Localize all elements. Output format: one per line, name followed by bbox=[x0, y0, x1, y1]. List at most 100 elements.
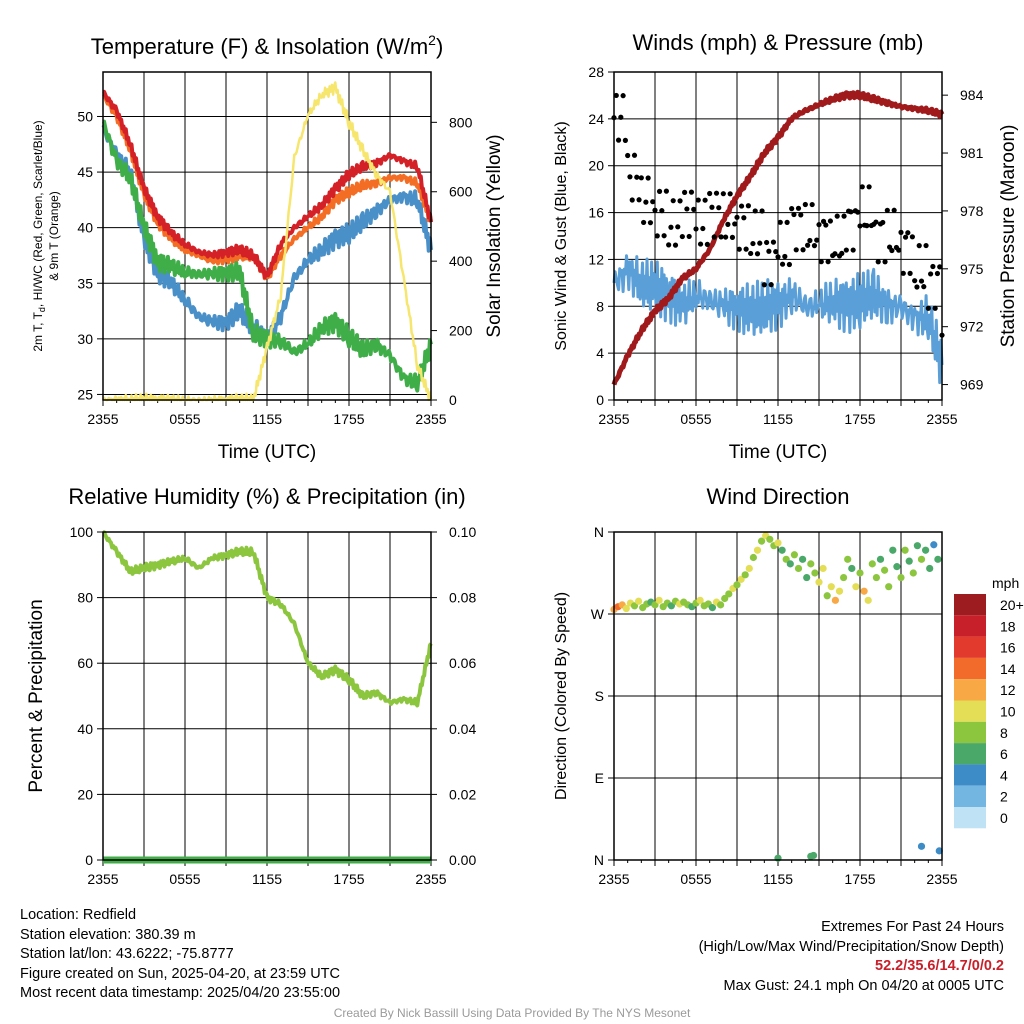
y-tick-label: 35 bbox=[77, 275, 93, 291]
gust-point bbox=[659, 208, 665, 214]
legend-swatch bbox=[954, 743, 986, 765]
y-tick-label: 0 bbox=[596, 392, 604, 408]
gust-point bbox=[761, 282, 767, 288]
direction-point bbox=[790, 551, 799, 559]
location-text: Location: Redfield bbox=[20, 907, 137, 923]
direction-point bbox=[844, 555, 852, 563]
y2-tick-label: 984 bbox=[960, 87, 984, 103]
gust-point bbox=[670, 198, 676, 204]
chart-panel-4: N E S W N 2355 0555 1155 1755 2355 Wind Direction D… bbox=[553, 484, 1024, 887]
y-tick-label: 12 bbox=[588, 251, 604, 267]
gust-point bbox=[745, 203, 751, 209]
y-tick-label: 16 bbox=[588, 205, 604, 221]
gust-point bbox=[734, 214, 740, 220]
gust-point bbox=[795, 205, 802, 211]
y-tick-label: 20 bbox=[588, 158, 604, 174]
plot-frame bbox=[102, 71, 432, 401]
gust-point bbox=[866, 184, 872, 190]
direction-point bbox=[745, 564, 753, 573]
direction-point bbox=[934, 555, 942, 563]
direction-point bbox=[749, 553, 758, 562]
direction-point bbox=[917, 555, 926, 563]
gust-point bbox=[782, 253, 788, 260]
direction-point bbox=[778, 546, 786, 554]
y2-tick-label: 0.00 bbox=[449, 852, 476, 868]
direction-point bbox=[766, 535, 774, 543]
y2-tick-label: 975 bbox=[960, 261, 984, 277]
gust-point bbox=[727, 191, 733, 197]
chart-title-superscript: 2 bbox=[428, 32, 436, 48]
gust-point bbox=[686, 233, 692, 240]
y-tick-label: N bbox=[594, 852, 604, 868]
gust-point bbox=[713, 190, 720, 196]
gust-point bbox=[905, 230, 911, 236]
direction-point bbox=[635, 597, 643, 605]
y-axis-label-part: 2m T, T bbox=[31, 311, 45, 351]
plot-frame bbox=[613, 531, 943, 861]
gust-point bbox=[695, 197, 701, 203]
gust-point bbox=[918, 278, 925, 284]
series-rh bbox=[102, 530, 433, 708]
x-tick-label: 1155 bbox=[763, 871, 793, 887]
x-tick-label: 0555 bbox=[680, 411, 711, 427]
gust-point bbox=[834, 213, 840, 219]
x-tick-label: 2355 bbox=[926, 871, 957, 887]
y-tick-label: S bbox=[595, 688, 604, 704]
gust-point bbox=[814, 237, 820, 243]
speed-legend: mph 20+ 18 16 14 12 10 8 6 4 2 0 bbox=[954, 575, 1024, 829]
y2-tick-label: 0.02 bbox=[449, 786, 476, 802]
x-tick-label: 2355 bbox=[415, 871, 446, 887]
direction-point bbox=[917, 842, 926, 850]
x-axis-label: Time (UTC) bbox=[729, 442, 828, 463]
y-tick-label: 0 bbox=[85, 852, 93, 868]
gust-point bbox=[650, 199, 656, 205]
chart-title: Relative Humidity (%) & Precipitation (i… bbox=[68, 484, 465, 509]
gust-point bbox=[791, 211, 797, 218]
elevation-text: Station elevation: 380.39 m bbox=[20, 926, 196, 943]
gust-point bbox=[798, 212, 804, 218]
direction-point bbox=[905, 557, 913, 565]
gust-point bbox=[759, 208, 765, 214]
gust-point bbox=[832, 251, 838, 257]
gust-point bbox=[859, 184, 865, 190]
y-tick-label: 40 bbox=[77, 220, 93, 236]
legend-swatch bbox=[954, 657, 986, 680]
gust-point bbox=[850, 247, 856, 253]
legend-title: mph bbox=[992, 575, 1019, 591]
y2-tick-label: 0 bbox=[449, 392, 457, 408]
gust-point bbox=[873, 219, 879, 225]
chart-title: Temperature (F) & Insolation (W/m2) bbox=[91, 32, 444, 59]
gust-point bbox=[732, 221, 738, 227]
gust-point bbox=[823, 222, 829, 228]
plot-frame bbox=[613, 71, 943, 401]
legend-label: 4 bbox=[1000, 767, 1008, 783]
gust-point bbox=[625, 152, 631, 159]
y-axis-label-subscript: d bbox=[37, 307, 47, 312]
gust-point bbox=[684, 206, 690, 212]
gust-point bbox=[884, 207, 890, 213]
direction-point bbox=[622, 604, 630, 613]
gust-point bbox=[693, 226, 699, 232]
gust-point bbox=[638, 175, 644, 181]
direction-point bbox=[889, 546, 897, 554]
direction-point bbox=[696, 596, 704, 604]
station-info: Location: Redfield Station elevation: 38… bbox=[20, 906, 340, 1004]
gust-point bbox=[663, 188, 669, 194]
direction-point bbox=[881, 566, 889, 574]
gust-point bbox=[645, 175, 651, 181]
x-tick-label: 2355 bbox=[415, 411, 446, 427]
gust-point bbox=[675, 224, 681, 230]
direction-point bbox=[893, 563, 901, 571]
y-axis-label: 2m T, Td, HI/WC (Red, Green, Scarlet/Blu… bbox=[31, 120, 47, 351]
gust-point bbox=[682, 189, 688, 195]
gust-point bbox=[741, 215, 747, 221]
direction-point bbox=[807, 560, 815, 568]
gust-point bbox=[789, 206, 795, 212]
y-tick-label: 40 bbox=[77, 721, 93, 737]
y-tick-label: 8 bbox=[596, 298, 604, 314]
gust-point bbox=[750, 240, 756, 247]
y-axis-label: Percent & Precipitation bbox=[26, 599, 47, 792]
direction-point bbox=[852, 583, 860, 591]
